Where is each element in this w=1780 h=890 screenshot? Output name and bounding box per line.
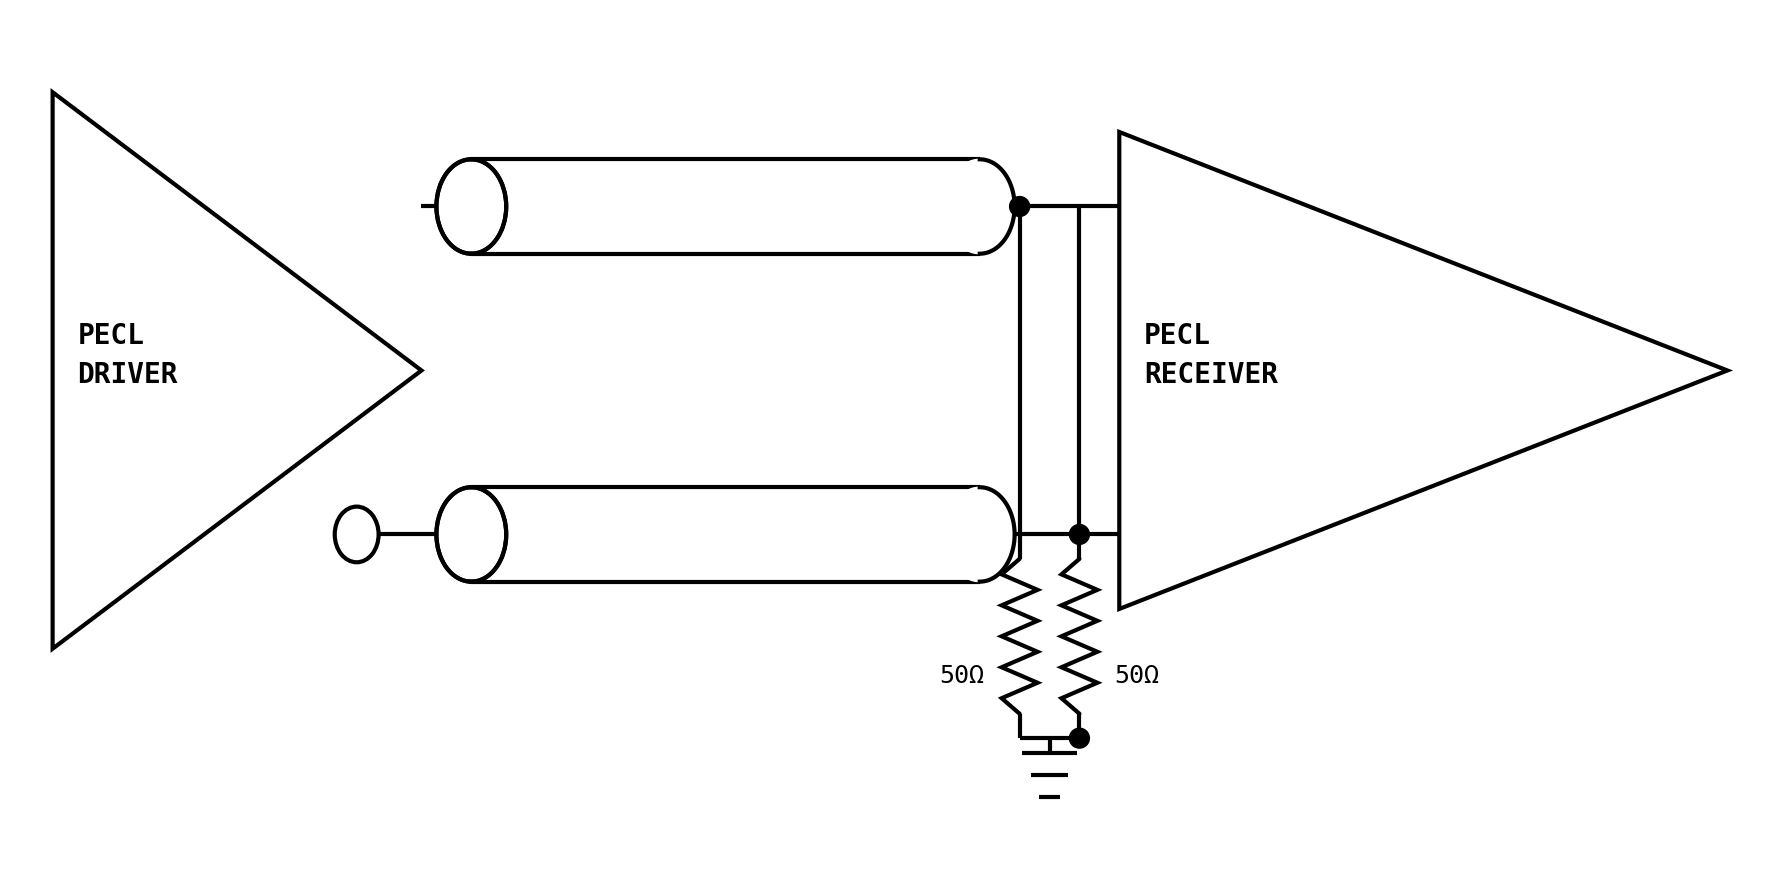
Circle shape [1070,728,1089,748]
Ellipse shape [945,159,1015,254]
Circle shape [1009,197,1029,216]
Text: 50Ω: 50Ω [940,664,984,688]
Ellipse shape [436,487,506,582]
Ellipse shape [945,487,1015,582]
Polygon shape [1120,132,1727,609]
Text: PECL
RECEIVER: PECL RECEIVER [1145,322,1278,389]
Ellipse shape [335,506,379,562]
Polygon shape [53,93,422,649]
Text: PECL
DRIVER: PECL DRIVER [78,322,178,389]
Circle shape [1070,524,1089,545]
Text: 50Ω: 50Ω [1114,664,1159,688]
Ellipse shape [436,159,506,254]
